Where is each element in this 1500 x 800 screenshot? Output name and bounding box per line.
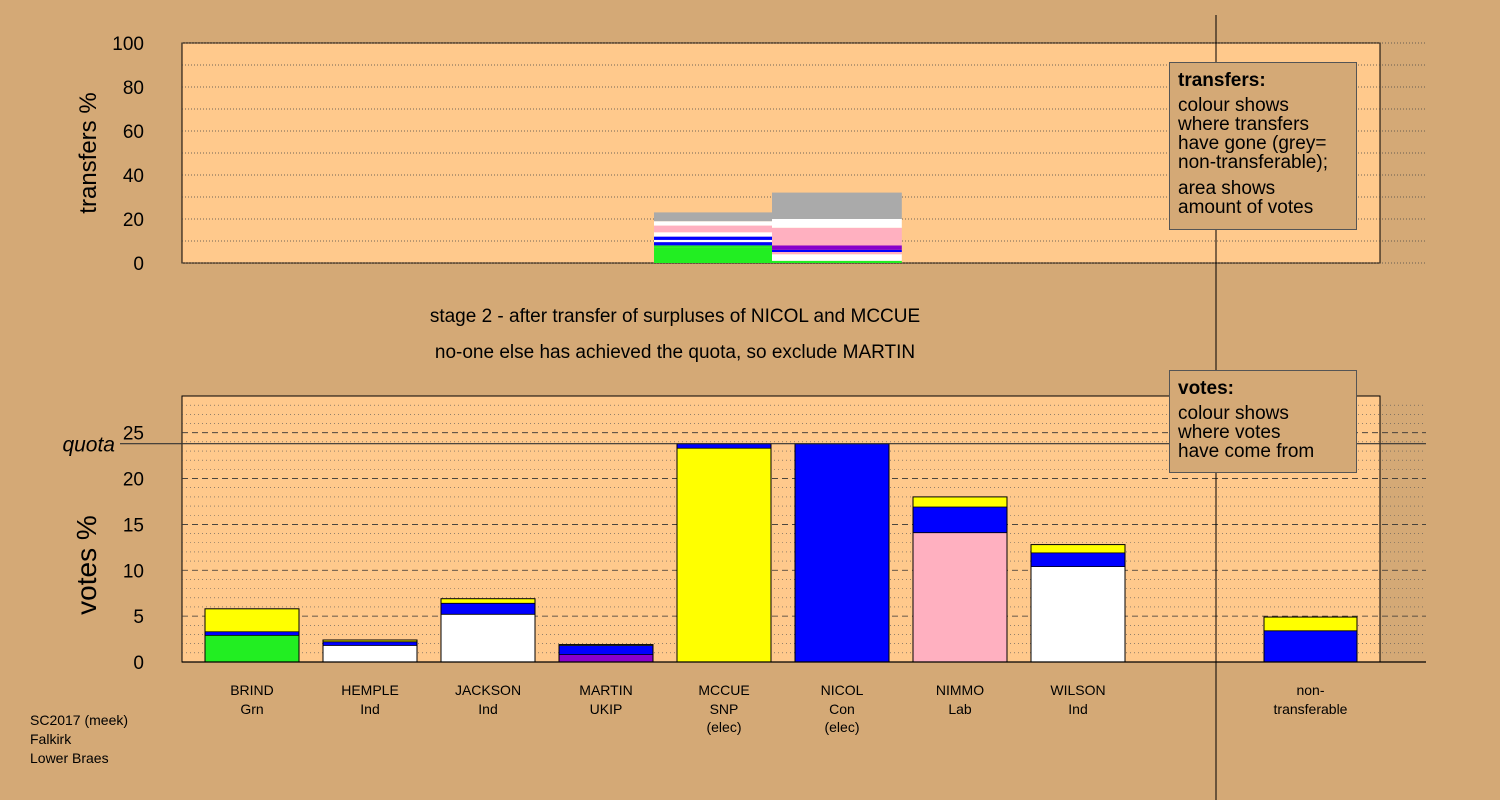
- candidate-party: Con: [829, 701, 855, 717]
- y-tick-label: 80: [123, 78, 144, 99]
- y-tick-label: 0: [133, 653, 144, 674]
- candidate-party: Ind: [478, 701, 497, 717]
- nontransferable-label: transferable: [1274, 701, 1348, 717]
- vote-segment: [913, 506, 1007, 533]
- vote-segment: [205, 635, 299, 662]
- candidate-elected: (elec): [824, 719, 859, 735]
- vote-segment: [913, 496, 1007, 507]
- footer-line: SC2017 (meek): [30, 712, 129, 728]
- transfer-segment: [654, 232, 772, 237]
- transfer-segment: [772, 227, 902, 246]
- vote-segment: [913, 532, 1007, 662]
- vote-segment: [1031, 552, 1125, 567]
- y-tick-label: 40: [123, 166, 144, 187]
- candidate-party: Grn: [240, 701, 263, 717]
- footer-info: SC2017 (meek) Falkirk Lower Braes: [30, 711, 128, 768]
- vote-segment: [205, 608, 299, 632]
- transfer-segment: [654, 225, 772, 233]
- candidate-party: Ind: [1068, 701, 1087, 717]
- legend-line: colour shows: [1178, 403, 1289, 424]
- y-axis-label: transfers %: [75, 92, 102, 213]
- transfer-segment: [654, 239, 772, 243]
- nontransferable-segment: [1264, 630, 1357, 662]
- stage-title: stage 2 - after transfer of surpluses of…: [429, 306, 921, 327]
- transfer-segment: [654, 245, 772, 248]
- y-tick-label: 100: [112, 34, 144, 55]
- candidate-party: UKIP: [590, 701, 623, 717]
- legend-line: have gone (grey=: [1178, 133, 1327, 154]
- transfers-legend: transfers: colour shows where transfers …: [1169, 62, 1357, 230]
- vote-segment: [677, 448, 771, 662]
- transfer-segment: [772, 254, 902, 261]
- transfer-segment: [772, 260, 902, 263]
- legend-line: area shows: [1178, 178, 1276, 199]
- candidate-name: JACKSON: [455, 682, 521, 698]
- transfers-legend-title: transfers:: [1178, 70, 1266, 91]
- vote-segment: [559, 645, 653, 655]
- nontransferable-label: non-: [1296, 682, 1324, 698]
- transfer-segment: [654, 236, 772, 240]
- y-axis-label: votes %: [71, 515, 102, 615]
- transfer-segment: [772, 219, 902, 228]
- candidate-name: MARTIN: [579, 682, 632, 698]
- votes-legend: votes: colour shows where votes have com…: [1169, 370, 1357, 473]
- y-tick-label: 25: [123, 424, 144, 445]
- candidate-name: HEMPLE: [341, 682, 399, 698]
- vote-segment: [323, 639, 417, 642]
- quota-label: quota: [62, 434, 115, 457]
- legend-line: where transfers: [1178, 114, 1309, 135]
- stage-subtitle: no-one else has achieved the quota, so e…: [434, 342, 916, 363]
- votes-legend-title: votes:: [1178, 378, 1234, 399]
- footer-line: Lower Braes: [30, 750, 109, 766]
- vote-segment: [795, 443, 889, 662]
- footer-line: Falkirk: [30, 731, 72, 747]
- y-tick-label: 5: [133, 607, 144, 628]
- vote-segment: [323, 645, 417, 662]
- transfer-segment: [772, 252, 902, 255]
- transfer-segment: [654, 221, 772, 226]
- vote-segment: [441, 603, 535, 615]
- legend-line: where votes: [1178, 422, 1281, 443]
- vote-segment: [323, 641, 417, 646]
- transfer-segment: [654, 212, 772, 222]
- y-tick-label: 15: [123, 515, 144, 536]
- y-tick-label: 10: [123, 561, 144, 582]
- candidate-party: Lab: [948, 701, 972, 717]
- transfer-segment: [654, 247, 772, 263]
- legend-line: amount of votes: [1178, 197, 1314, 218]
- vote-segment: [1031, 544, 1125, 553]
- candidate-name: NIMMO: [936, 682, 984, 698]
- candidate-elected: (elec): [706, 719, 741, 735]
- transfer-segment: [772, 245, 902, 250]
- vote-segment: [1031, 566, 1125, 662]
- legend-line: have come from: [1178, 441, 1315, 462]
- legend-line: colour shows: [1178, 95, 1289, 116]
- y-tick-label: 60: [123, 122, 144, 143]
- transfer-segment: [772, 192, 902, 219]
- y-tick-label: 20: [123, 210, 144, 231]
- nontransferable-segment: [1264, 617, 1357, 631]
- vote-segment: [677, 443, 771, 449]
- candidate-party: Ind: [360, 701, 379, 717]
- vote-segment: [441, 598, 535, 604]
- vote-segment: [441, 614, 535, 662]
- y-tick-label: 20: [123, 470, 144, 491]
- vote-segment: [205, 631, 299, 636]
- transfer-segment: [654, 242, 772, 246]
- candidate-name: BRIND: [230, 682, 274, 698]
- legend-line: non-transferable);: [1178, 152, 1328, 173]
- candidate-party: SNP: [710, 701, 739, 717]
- candidate-name: MCCUE: [698, 682, 749, 698]
- y-tick-label: 0: [133, 254, 144, 275]
- candidate-name: NICOL: [821, 682, 864, 698]
- candidate-name: WILSON: [1050, 682, 1105, 698]
- transfer-segment: [772, 249, 902, 252]
- vote-segment: [559, 654, 653, 662]
